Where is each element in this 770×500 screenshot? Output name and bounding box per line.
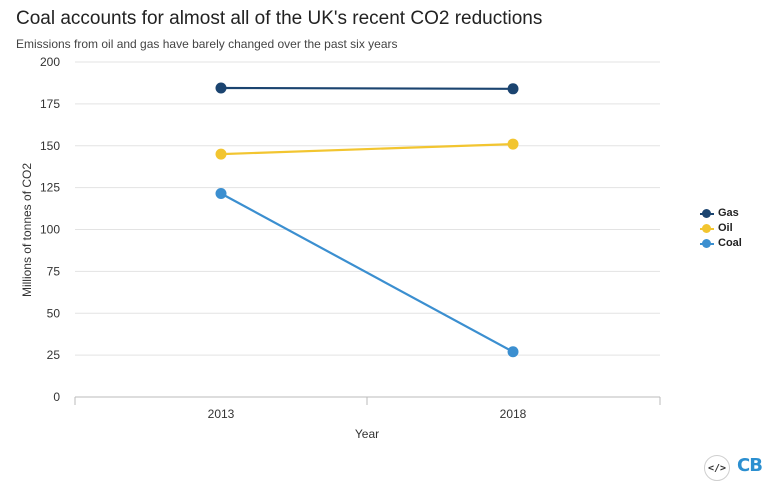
gas-point-2018 [507,83,519,95]
y-tick-label: 150 [40,139,60,153]
legend-swatch [700,208,714,218]
coal-point-2013 [215,187,227,199]
code-embed-icon[interactable]: </> [704,455,730,481]
legend-swatch [700,238,714,248]
legend-label: Gas [718,207,739,219]
y-axis-title: Millions of tonnes of CO2 [20,163,34,297]
y-tick-label: 175 [40,97,60,111]
y-tick-label: 100 [40,223,60,237]
chart-subtitle: Emissions from oil and gas have barely c… [16,37,398,51]
oil-series-line [220,142,514,156]
chart-legend: Gas Oil Coal [700,206,742,251]
oil-point-2013 [215,148,227,160]
y-tick-label: 75 [47,264,61,278]
y-tick-label: 0 [53,390,60,404]
gas-point-2013 [215,82,227,94]
coal-point-2018 [507,346,519,358]
chart-title: Coal accounts for almost all of the UK's… [16,8,543,29]
legend-label: Coal [718,237,742,249]
x-tick-label: 2013 [208,407,235,421]
legend-item-oil: Oil [700,221,742,235]
y-tick-label: 25 [47,348,61,362]
x-tick-label: 2018 [500,407,527,421]
legend-item-gas: Gas [700,206,742,220]
carbon-brief-logo: CB [737,455,763,476]
coal-series-line [220,192,514,353]
legend-item-coal: Coal [700,236,742,250]
y-tick-label: 125 [40,181,60,195]
y-tick-label: 200 [40,55,60,69]
legend-label: Oil [718,222,733,234]
x-axis-title: Year [355,427,379,441]
legend-swatch [700,223,714,233]
gas-series-line [220,86,514,90]
y-tick-label: 50 [47,306,61,320]
oil-point-2018 [507,138,519,150]
